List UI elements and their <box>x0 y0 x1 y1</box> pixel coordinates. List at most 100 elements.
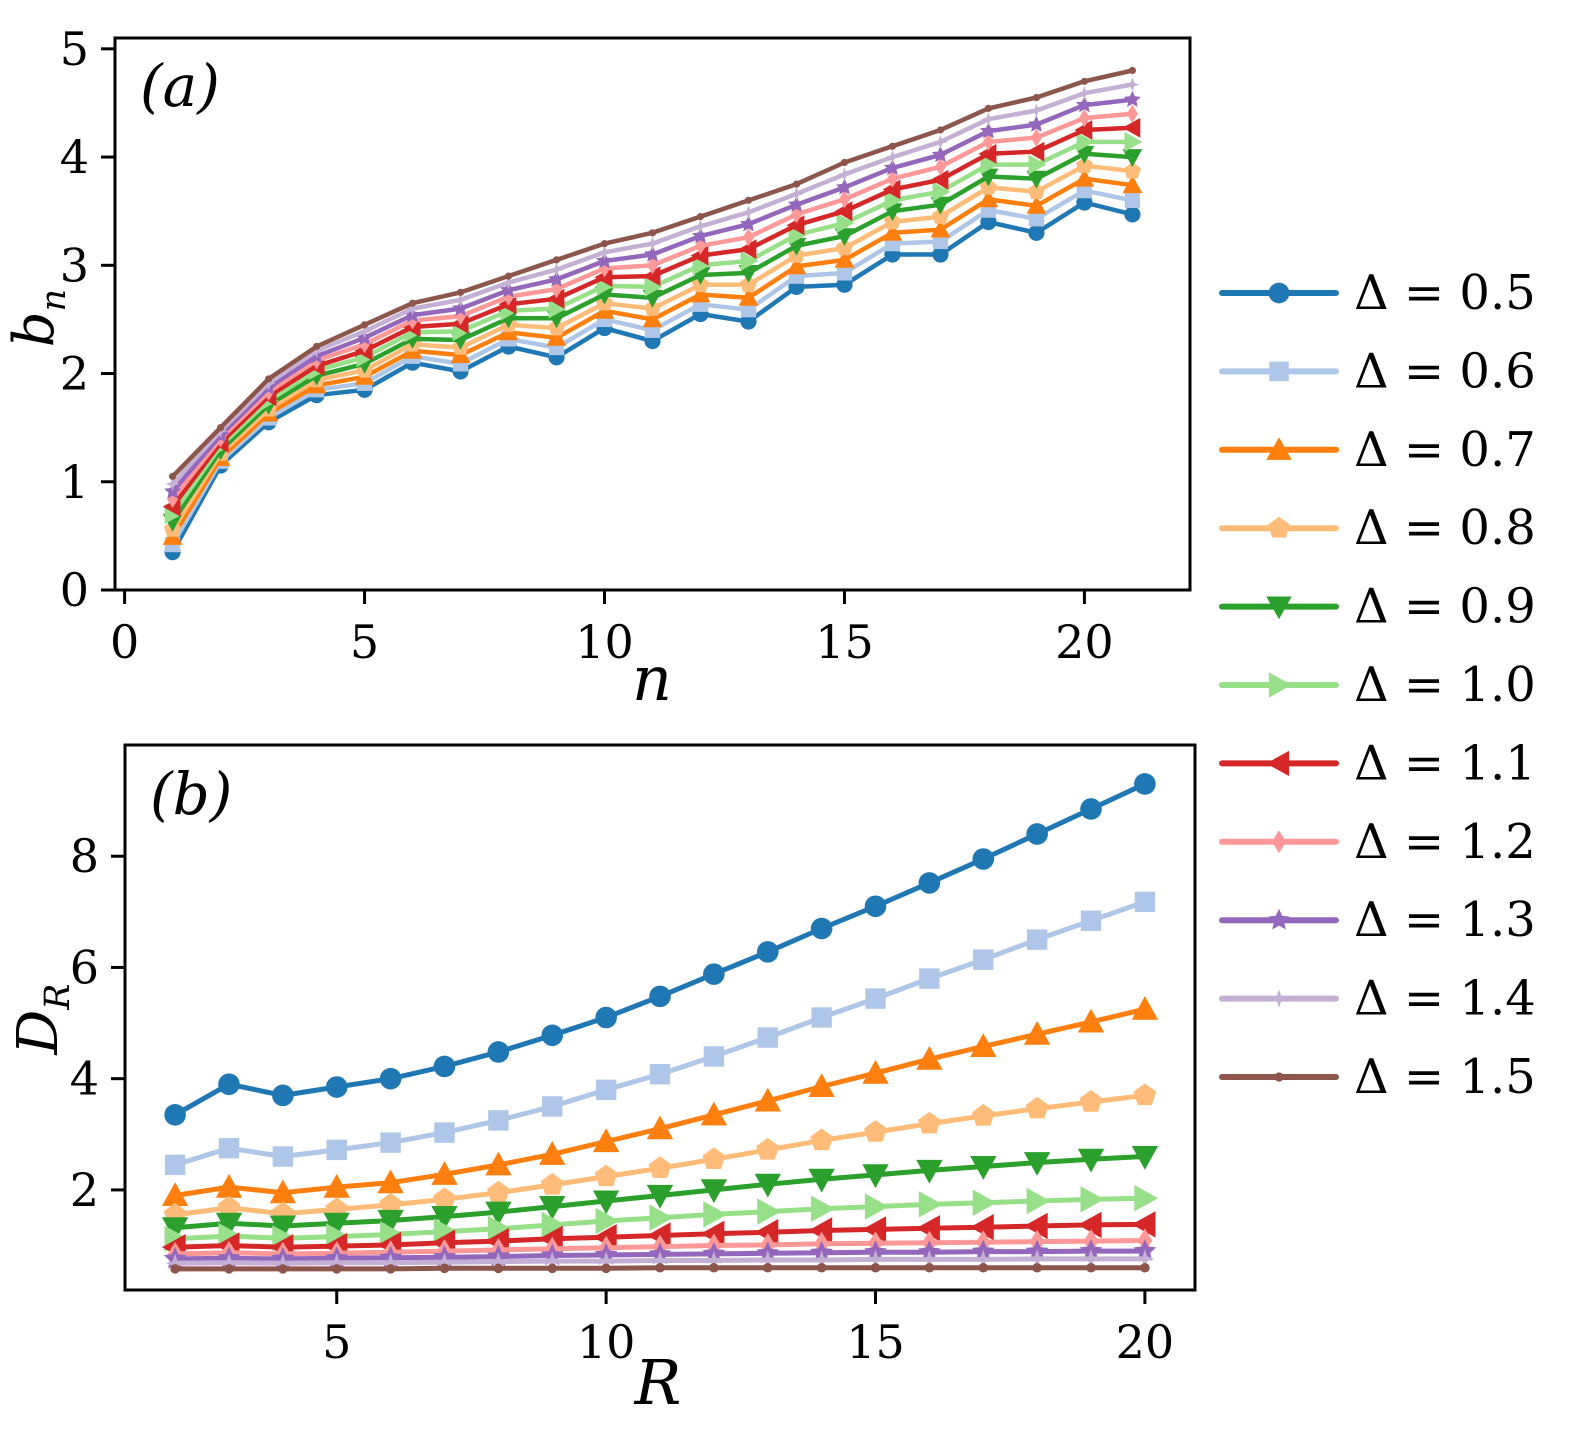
point-marker-icon <box>552 256 561 264</box>
star4-marker-icon <box>973 1249 993 1269</box>
panel-b-ylabel-base: D <box>5 1009 71 1055</box>
diamond-marker-icon <box>1078 109 1090 128</box>
triangle-up-marker-icon <box>970 1033 997 1057</box>
triangle-up-marker-icon <box>646 1115 674 1140</box>
star4-marker-icon <box>650 1250 670 1271</box>
circle-marker-icon <box>836 276 853 293</box>
star4-marker-icon <box>165 1253 185 1273</box>
square-marker-icon <box>740 302 757 318</box>
triangle-up-marker-icon <box>323 1173 350 1198</box>
y-tick-label: 4 <box>60 130 89 184</box>
star4-marker-icon <box>219 1253 239 1273</box>
panel-b-ylabel-sub: R <box>38 983 79 1010</box>
legend-label: Δ = 0.6 <box>1354 343 1536 399</box>
pentagon-marker-icon <box>1027 182 1045 199</box>
diamond-marker-icon <box>1271 830 1287 854</box>
triangle-right-marker-icon <box>541 1211 566 1239</box>
triangle-right-marker-icon <box>918 1191 943 1218</box>
square-marker-icon <box>434 1122 455 1143</box>
triangle-right-marker-icon <box>864 1193 889 1220</box>
circle-marker-icon <box>703 963 725 985</box>
legend: Δ = 0.5 Δ = 0.6 Δ = 0.7 Δ = 0.8 Δ = 0.9 Δ = 1… <box>1219 265 1536 1105</box>
legend-label: Δ = 1.0 <box>1354 657 1536 713</box>
panel-a-ylabel-base: b <box>1 311 67 348</box>
legend-item: Δ = 0.6 <box>1219 343 1536 399</box>
point-marker-icon <box>870 1262 881 1273</box>
triangle-right-marker-icon <box>932 181 951 202</box>
square-marker-icon <box>326 1139 347 1161</box>
triangle-down-marker-icon <box>323 1212 350 1237</box>
star4-marker-icon <box>865 1249 886 1269</box>
point-marker-icon <box>278 1264 288 1274</box>
star-marker-icon <box>548 270 566 287</box>
point-marker-icon <box>264 375 273 383</box>
axes-spines <box>123 743 1197 1292</box>
circle-marker-icon <box>325 1076 348 1098</box>
triangle-down-marker-icon <box>1023 1152 1051 1176</box>
point-marker-icon <box>1274 1072 1284 1082</box>
star-marker-icon <box>835 178 853 195</box>
triangle-up-marker-icon <box>269 1179 297 1204</box>
triangle-up-marker-icon <box>1077 1008 1105 1033</box>
x-tick-label: 5 <box>350 615 379 669</box>
square-marker-icon <box>1026 929 1048 950</box>
point-marker-icon <box>312 342 321 351</box>
point-marker-icon <box>170 1264 180 1274</box>
circle-marker-icon <box>218 1073 240 1096</box>
square-marker-icon <box>932 233 949 250</box>
triangle-up-marker-icon <box>1023 1021 1051 1045</box>
point-marker-icon <box>978 1262 989 1273</box>
x-tick-label: 15 <box>815 615 874 669</box>
point-marker-icon <box>888 142 897 150</box>
circle-marker-icon <box>980 213 997 231</box>
star4-marker-icon <box>758 1250 778 1270</box>
y-tick-label: 5 <box>60 22 89 76</box>
point-marker-icon <box>792 180 801 188</box>
circle-marker-icon <box>740 313 757 330</box>
star4-marker-icon <box>549 262 564 277</box>
square-marker-icon <box>595 1079 617 1100</box>
star4-marker-icon <box>596 1251 616 1271</box>
star4-marker-icon <box>327 1253 347 1273</box>
star4-marker-icon <box>381 1253 401 1273</box>
pentagon-marker-icon <box>217 1195 241 1218</box>
y-tick-label: 4 <box>70 1052 99 1106</box>
triangle-up-marker-icon <box>862 1059 889 1084</box>
triangle-left-marker-icon <box>808 1217 833 1244</box>
pentagon-marker-icon <box>487 1180 510 1203</box>
star4-marker-icon <box>273 1253 293 1273</box>
panel-a-ylabel: bn <box>2 243 74 393</box>
point-marker-icon <box>816 1262 827 1273</box>
square-marker-icon <box>836 265 853 281</box>
triangle-left-marker-icon <box>786 215 805 236</box>
triangle-down-marker-icon <box>539 1196 566 1220</box>
triangle-up-marker-icon <box>834 250 855 268</box>
triangle-left-marker-icon <box>1131 1211 1156 1238</box>
star-marker-icon <box>883 158 901 176</box>
panel-b-ylabel: DR <box>6 944 78 1094</box>
legend-item: Δ = 0.5 <box>1219 265 1536 321</box>
triangle-right-marker-icon <box>836 213 855 233</box>
pentagon-marker-icon <box>1268 516 1290 538</box>
star4-marker-icon <box>704 1250 724 1271</box>
triangle-left-marker-icon <box>1077 1211 1102 1239</box>
star-marker-icon <box>931 145 949 163</box>
point-marker-icon <box>168 472 177 480</box>
circle-marker-icon <box>1080 798 1102 820</box>
triangle-up-marker-icon <box>1266 437 1292 460</box>
legend-item: Δ = 0.8 <box>1219 500 1536 556</box>
legend-label: Δ = 1.5 <box>1354 1049 1536 1105</box>
circle-marker-icon <box>272 1084 294 1107</box>
triangle-right-marker-icon <box>649 1204 674 1231</box>
diamond-marker-icon <box>838 190 850 209</box>
square-marker-icon <box>380 1132 401 1153</box>
diamond-marker-icon <box>263 382 275 401</box>
triangle-right-marker-icon <box>644 277 663 297</box>
legend-item: Δ = 1.2 <box>1219 814 1536 870</box>
point-marker-icon <box>936 126 945 134</box>
triangle-up-marker-icon <box>1131 996 1159 1020</box>
triangle-up-marker-icon <box>786 256 807 275</box>
star4-marker-icon <box>453 292 468 308</box>
series-Δ=0.8 <box>164 156 1141 537</box>
